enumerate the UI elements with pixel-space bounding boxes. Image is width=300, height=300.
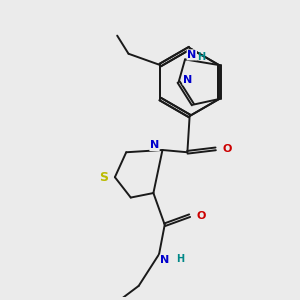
Text: N: N	[187, 50, 196, 60]
Text: O: O	[196, 211, 206, 221]
Text: O: O	[222, 144, 232, 154]
Text: S: S	[99, 171, 108, 184]
Text: H: H	[176, 254, 184, 264]
Text: N: N	[183, 75, 192, 85]
Text: N: N	[160, 255, 169, 265]
Text: H: H	[197, 52, 205, 62]
Text: N: N	[150, 140, 159, 151]
